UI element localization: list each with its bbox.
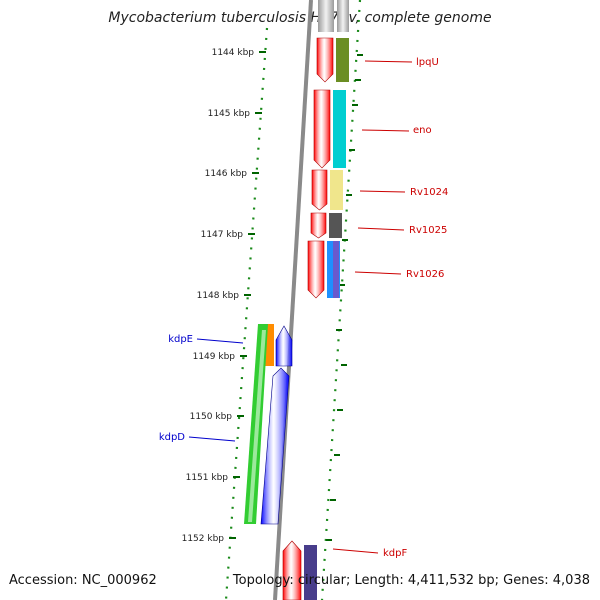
ruler-tick-label: 1149 kbp — [193, 352, 236, 362]
category-bar-kdpE — [265, 324, 274, 366]
gene-label-lpqU[interactable]: lpqU — [416, 57, 439, 68]
gene-arrow-Rv1025[interactable] — [310, 212, 327, 239]
gene-label-eno[interactable]: eno — [413, 125, 432, 136]
genome-backbone — [273, 0, 313, 600]
ruler-tick-label: 1147 kbp — [201, 230, 244, 240]
gene-label-kdpE[interactable]: kdpE — [168, 334, 193, 345]
accession-text: Accession: NC_000962 — [9, 573, 157, 588]
map-title: Mycobacterium tuberculosis H37Rv, comple… — [108, 10, 491, 26]
gene-arrow-lpqU[interactable] — [316, 37, 334, 83]
category-bar-Rv1025 — [329, 213, 342, 238]
category-bar-Rv1024 — [330, 170, 343, 210]
label-leader-kdpD — [188, 436, 236, 442]
gene-arrow-kdpE[interactable] — [275, 325, 293, 367]
gene-label-kdpF[interactable]: kdpF — [383, 548, 407, 559]
label-leader-Rv1026 — [354, 271, 402, 275]
ruler-tick-label: 1146 kbp — [205, 169, 248, 179]
ruler-tick-label: 1150 kbp — [190, 412, 233, 422]
gene-arrow-Rv1024[interactable] — [311, 169, 328, 211]
gene-arrow-kdpD[interactable] — [260, 367, 290, 525]
category-bar-eno — [333, 90, 346, 168]
gene-arrow-Rv1026[interactable] — [307, 240, 325, 299]
label-leader-kdpF — [332, 548, 379, 554]
ruler: 1144 kbp 1145 kbp 1146 kbp 1147 kbp 1148 kbp… — [182, 48, 363, 544]
gene-label-Rv1026[interactable]: Rv1026 — [406, 269, 444, 280]
ruler-tick-label: 1144 kbp — [212, 48, 255, 58]
label-leader-lpqU — [364, 60, 413, 63]
category-bar-kdpF — [304, 545, 317, 600]
label-leader-Rv1025 — [357, 227, 405, 231]
top-partial-feature-category — [337, 0, 349, 32]
category-bar-secondary — [333, 241, 339, 298]
label-leader-kdpE — [196, 338, 244, 344]
ruler-tick-label: 1148 kbp — [197, 291, 240, 301]
gene-label-Rv1024[interactable]: Rv1024 — [410, 187, 448, 198]
gene-label-Rv1025[interactable]: Rv1025 — [409, 225, 447, 236]
label-leader-Rv1024 — [359, 190, 406, 193]
gene-features — [244, 37, 349, 600]
genome-summary: Topology: circular; Length: 4,411,532 bp… — [232, 573, 590, 588]
label-leader-eno — [361, 129, 410, 132]
ruler-tick-label: 1145 kbp — [208, 109, 251, 119]
ruler-tick-label: 1151 kbp — [186, 473, 229, 483]
category-bar-highlight — [248, 330, 266, 522]
gene-arrow-eno[interactable] — [313, 89, 331, 169]
gene-label-kdpD[interactable]: kdpD — [159, 432, 185, 443]
top-partial-feature — [318, 0, 334, 32]
outer-dotted-guide — [320, 0, 362, 600]
gene-labels: lpqU eno Rv1024 Rv1025 Rv1026 kdpE kdpD kdpF — [159, 57, 449, 559]
ruler-tick-label: 1152 kbp — [182, 534, 225, 544]
category-bar-lpqU — [336, 38, 349, 82]
gene-arrow-kdpF[interactable] — [282, 540, 302, 600]
